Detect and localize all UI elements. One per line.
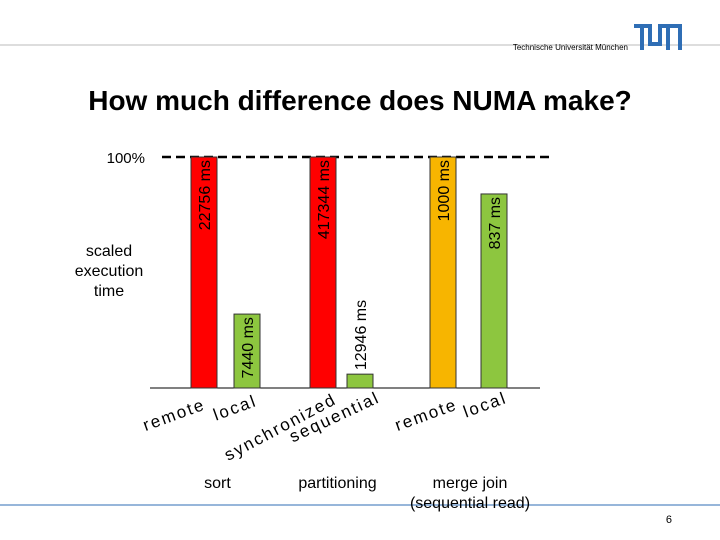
- bar: [429, 156, 457, 389]
- bar-name-label: local: [461, 388, 510, 421]
- category-label: merge join (sequential read): [409, 475, 531, 512]
- bar-value-label: 417344 ms: [316, 160, 333, 239]
- category-label: sort: [204, 475, 231, 492]
- bar: [233, 313, 261, 389]
- page-number: 6: [666, 514, 672, 526]
- university-name: Technische Universität München: [513, 43, 628, 52]
- bar-value-label: 1000 ms: [436, 160, 453, 221]
- slide-title: How much difference does NUMA make?: [88, 85, 632, 116]
- bar-value-label: 837 ms: [487, 197, 504, 249]
- bar-value-label: 22756 ms: [197, 160, 214, 230]
- bar-value-label: 7440 ms: [240, 317, 257, 378]
- bar: [190, 156, 218, 389]
- bar-name-label: remote: [140, 395, 208, 435]
- y-axis-label: scaled execution time: [74, 243, 144, 300]
- bar: [480, 193, 508, 389]
- bar: [309, 156, 337, 389]
- bar: [346, 373, 374, 389]
- tum-logo: [634, 24, 682, 50]
- bar-value-label: 12946 ms: [353, 300, 370, 370]
- y-tick-label: 100%: [107, 150, 145, 167]
- category-label: partitioning: [298, 475, 377, 492]
- bar-name-label: local: [211, 391, 260, 424]
- bar-name-label: remote: [392, 395, 460, 435]
